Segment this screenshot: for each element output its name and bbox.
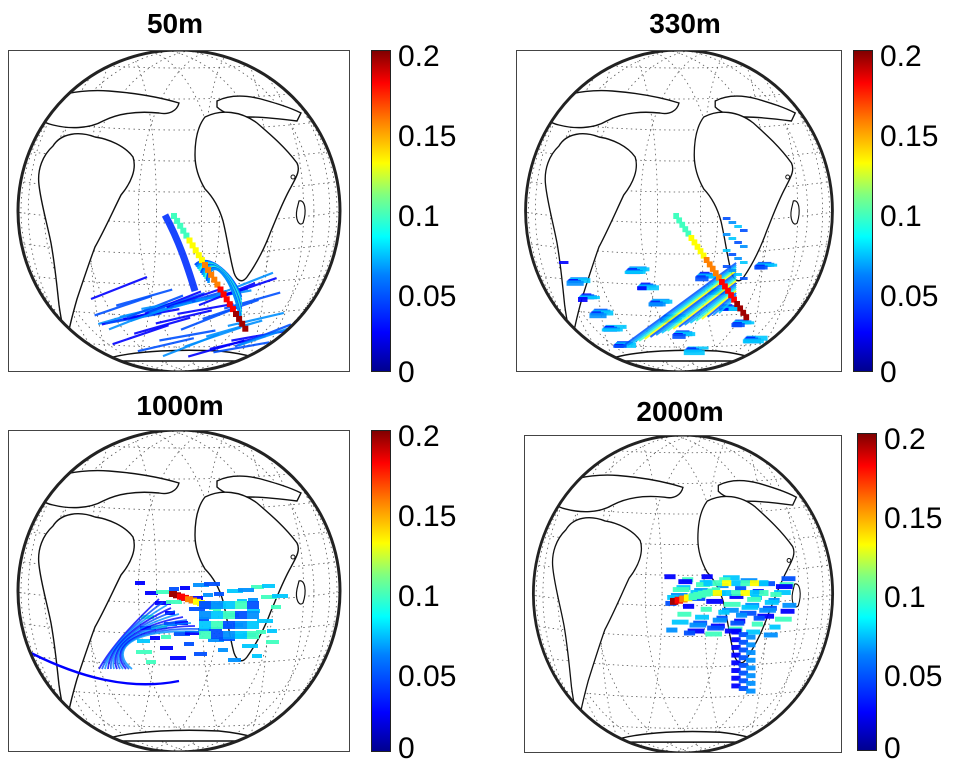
colorbar-tick: 0.1 xyxy=(398,200,440,233)
colorbar xyxy=(853,50,873,372)
globe-map xyxy=(532,436,834,752)
map-frame xyxy=(8,50,350,372)
map-frame xyxy=(8,430,350,752)
colorbar-tick: 0.15 xyxy=(884,502,943,535)
colorbar-tick: 0.2 xyxy=(398,40,440,73)
colorbar-tick: 0.15 xyxy=(398,500,457,533)
colorbar-tick: 0.05 xyxy=(398,280,457,313)
colorbar xyxy=(371,430,391,752)
colorbar-tick: 0.2 xyxy=(884,423,926,456)
colorbar xyxy=(371,50,391,372)
panel-title: 2000m xyxy=(636,396,724,427)
colorbar-tick: 0 xyxy=(398,732,415,765)
colorbar xyxy=(857,433,877,751)
colorbar-tick: 0.1 xyxy=(880,200,922,233)
colorbar-tick: 0.2 xyxy=(398,420,440,453)
colorbar-tick: 0.05 xyxy=(884,660,943,693)
colorbar-tick: 0.1 xyxy=(398,580,440,613)
colorbar-tick: 0.2 xyxy=(880,40,922,73)
globe-map xyxy=(524,51,834,371)
panel-title: 50m xyxy=(146,8,204,39)
panel-title: 1000m xyxy=(136,390,224,421)
colorbar-tick: 0.05 xyxy=(398,660,457,693)
colorbar-tick: 0.1 xyxy=(884,581,926,614)
globe-map xyxy=(16,431,342,751)
map-frame xyxy=(524,435,842,753)
map-frame xyxy=(516,50,842,372)
colorbar-tick: 0 xyxy=(884,732,901,765)
panel-title: 330m xyxy=(649,8,721,39)
colorbar-tick: 0.15 xyxy=(398,120,457,153)
colorbar-tick: 0.15 xyxy=(880,120,939,153)
colorbar-tick: 0 xyxy=(880,356,897,389)
globe-map xyxy=(16,51,342,371)
colorbar-tick: 0.05 xyxy=(880,280,939,313)
colorbar-tick: 0 xyxy=(398,356,415,389)
